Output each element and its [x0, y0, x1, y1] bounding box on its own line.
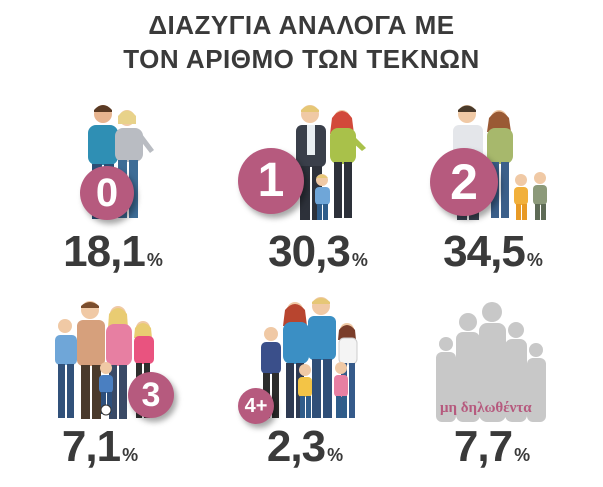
badge-3: 3: [128, 372, 174, 418]
percent-0-children: 18,1%: [58, 227, 168, 277]
percent-undeclared-unit: %: [514, 445, 531, 465]
undeclared-label-text: μη δηλωθέντα: [440, 400, 532, 416]
chart-title-line-2: ΤΟΝ ΑΡΙΘΜΟ ΤΩΝ ΤΕΚΝΩΝ: [123, 44, 480, 74]
percent-4plus-value: 2,3: [266, 422, 326, 471]
undeclared-label: μη δηλωθέντα: [440, 400, 532, 417]
percent-1-child: 30,3%: [258, 227, 378, 277]
badge-1: 1: [238, 148, 304, 214]
badge-4plus: 4+: [238, 388, 274, 424]
percent-1-unit: %: [351, 250, 368, 270]
badge-1-label: 1: [257, 154, 285, 207]
percent-2-children: 34,5%: [428, 227, 558, 277]
percent-0-unit: %: [146, 250, 163, 270]
percent-undeclared-value: 7,7: [453, 422, 513, 471]
family-figure-1-child: [296, 105, 366, 220]
percent-3-children: 7,1%: [40, 422, 160, 472]
chart-title-line-1: ΔΙΑΖΥΓΙΑ ΑΝΑΛΟΓΑ ΜΕ: [148, 10, 455, 40]
badge-2-label: 2: [450, 154, 478, 210]
family-figure-4plus-children: [261, 297, 358, 418]
chart-title: ΔΙΑΖΥΓΙΑ ΑΝΑΛΟΓΑ ΜΕ ΤΟΝ ΑΡΙΘΜΟ ΤΩΝ ΤΕΚΝΩ…: [0, 8, 603, 76]
badge-2: 2: [430, 148, 498, 216]
badge-3-label: 3: [141, 376, 161, 414]
percent-4plus-children: 2,3%: [245, 422, 365, 472]
percent-3-unit: %: [122, 445, 139, 465]
percent-1-value: 30,3: [268, 227, 351, 276]
percent-2-unit: %: [526, 250, 543, 270]
badge-4plus-label: 4+: [244, 395, 268, 417]
percent-3-value: 7,1: [61, 422, 121, 471]
family-figure-undeclared: [436, 302, 546, 422]
percent-2-value: 34,5: [443, 227, 526, 276]
percent-4plus-unit: %: [327, 445, 344, 465]
percent-0-value: 18,1: [63, 227, 146, 276]
percent-undeclared: 7,7%: [432, 422, 552, 472]
badge-0: 0: [80, 166, 134, 220]
badge-0-label: 0: [95, 171, 119, 215]
